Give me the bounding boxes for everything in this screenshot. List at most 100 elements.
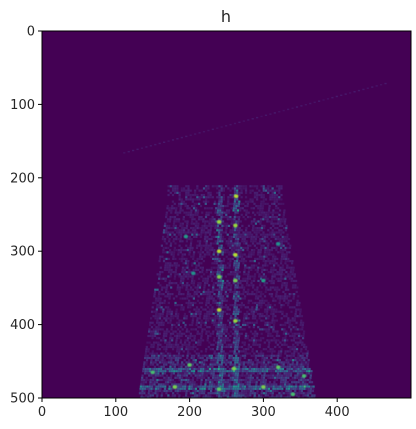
heatmap-cell [239, 233, 243, 236]
heatmap-cell [158, 306, 161, 309]
heatmap-cell [268, 370, 271, 373]
heatmap-cell [173, 367, 176, 371]
heatmap-cell [277, 218, 280, 221]
heatmap-cell [216, 242, 219, 245]
heatmap-cell [227, 319, 230, 322]
heatmap-cell [242, 350, 245, 353]
heatmap-cell [196, 317, 199, 320]
heatmap-cell [284, 218, 287, 221]
heatmap-cell [307, 392, 310, 395]
heatmap-cell [194, 374, 197, 377]
heatmap-cell [225, 226, 228, 230]
heatmap-cell [266, 310, 269, 313]
heatmap-cell [178, 218, 181, 221]
heatmap-cell [169, 185, 172, 188]
heatmap-cell [253, 264, 256, 267]
heatmap-cell [221, 237, 224, 241]
heatmap-cell [270, 282, 273, 285]
heatmap-cell [281, 249, 285, 252]
heatmap-cell [248, 352, 251, 355]
heatmap-cell [282, 213, 285, 216]
heatmap-cell [232, 370, 236, 373]
heatmap-cell [245, 226, 248, 230]
heatmap-cell [263, 310, 267, 313]
heatmap-cell [256, 242, 259, 245]
heatmap-cell [271, 275, 274, 278]
heatmap-cell [146, 385, 149, 388]
heatmap-cell [165, 330, 168, 333]
heatmap-cell [139, 385, 143, 388]
heatmap-cell [228, 372, 231, 375]
heatmap-cell [277, 277, 280, 280]
heatmap-cell [212, 271, 215, 274]
heatmap-cell [220, 337, 223, 340]
heatmap-cell [179, 237, 182, 241]
heatmap-cell [179, 279, 183, 283]
heatmap-cell [258, 273, 261, 276]
faint-streak [127, 150, 130, 153]
heatmap-cell [174, 389, 177, 393]
heatmap-cell [216, 363, 219, 366]
heatmap-cell [183, 297, 187, 300]
heatmap-cell [243, 385, 247, 388]
heatmap-cell [256, 211, 259, 214]
heatmap-cell [197, 222, 200, 225]
heatmap-cell [160, 352, 163, 355]
heatmap-cell [209, 334, 212, 338]
heatmap-cell [247, 343, 251, 346]
heatmap-cell [269, 376, 272, 379]
heatmap-cell [200, 293, 203, 296]
heatmap-cell [153, 341, 156, 344]
heatmap-cell [262, 260, 265, 263]
heatmap-cell [264, 198, 268, 201]
heatmap-cell [309, 378, 312, 382]
heatmap-cell [301, 354, 304, 357]
heatmap-cell [291, 317, 294, 320]
heatmap-cell [297, 394, 301, 397]
heatmap-cell [163, 376, 166, 379]
heatmap-cell [284, 332, 288, 335]
heatmap-cell [212, 224, 215, 227]
heatmap-cell [294, 385, 297, 388]
heatmap-cell [224, 378, 228, 382]
heatmap-cell [201, 226, 204, 230]
heatmap-cell [302, 332, 305, 335]
heatmap-cell [223, 359, 226, 362]
heatmap-cell [236, 361, 239, 364]
heatmap-cell [204, 290, 208, 294]
heatmap-cell [162, 251, 165, 254]
heatmap-cell [278, 268, 282, 272]
heatmap-cell [292, 354, 295, 357]
heatmap-cell [183, 387, 186, 390]
heatmap-cell [276, 226, 279, 230]
heatmap-cell [147, 365, 150, 368]
heatmap-cell [266, 367, 269, 371]
heatmap-cell [203, 226, 206, 230]
heatmap-cell [188, 359, 191, 362]
faint-streak [220, 126, 223, 128]
heatmap-cell [176, 229, 179, 232]
heatmap-cell [176, 363, 179, 366]
heatmap-cell [309, 374, 312, 377]
heatmap-cell [178, 389, 182, 393]
heatmap-cell [296, 392, 299, 395]
heatmap-cell [238, 359, 242, 362]
heatmap-cell [263, 299, 266, 302]
heatmap-cell [238, 290, 241, 294]
heatmap-cell [216, 361, 219, 364]
heatmap-cell [211, 308, 214, 311]
heatmap-cell [275, 394, 278, 397]
heatmap-cell [212, 374, 215, 377]
heatmap-cell [284, 381, 287, 384]
heatmap-cell [171, 189, 175, 192]
hot-spot [216, 308, 222, 312]
heatmap-cell [233, 383, 236, 386]
heatmap-cell [213, 231, 216, 234]
heatmap-cell [284, 337, 287, 340]
heatmap-cell [243, 209, 246, 212]
heatmap-cell [197, 233, 201, 236]
heatmap-cell [151, 354, 154, 357]
heatmap-cell [228, 339, 231, 342]
heatmap-cell [286, 363, 290, 366]
heatmap-cell [166, 387, 169, 390]
